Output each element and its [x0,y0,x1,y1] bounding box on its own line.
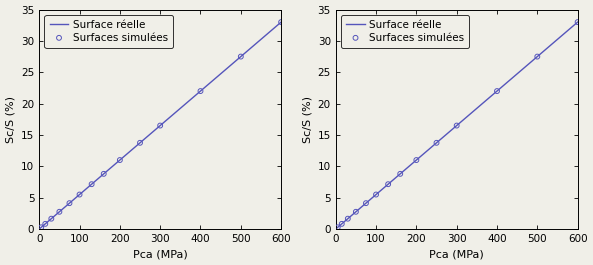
Surfaces simulées [236,55,246,59]
Surfaces simulées [361,201,371,205]
Y-axis label: Sc/S (%): Sc/S (%) [302,96,312,143]
Surfaces simulées [412,158,421,162]
X-axis label: Pca (MPa): Pca (MPa) [133,249,187,259]
Surfaces simulées [333,225,343,229]
Surfaces simulées [351,210,361,214]
Y-axis label: Sc/S (%): Sc/S (%) [5,96,15,143]
Surfaces simulées [533,55,542,59]
Surfaces simulées [65,201,74,205]
Legend: Surface réelle, Surfaces simulées: Surface réelle, Surfaces simulées [341,15,470,48]
Surfaces simulées [337,222,346,226]
Surfaces simulées [135,141,145,145]
X-axis label: Pca (MPa): Pca (MPa) [429,249,484,259]
Surfaces simulées [432,141,441,145]
Surfaces simulées [371,192,381,197]
Surfaces simulées [115,158,125,162]
Surfaces simulées [87,182,97,186]
Surfaces simulées [155,123,165,128]
Surfaces simulées [37,225,46,229]
Surfaces simulées [452,123,461,128]
Surfaces simulées [384,182,393,186]
Surfaces simulées [47,217,56,221]
Surfaces simulées [396,172,405,176]
Surfaces simulées [40,222,50,226]
Surfaces simulées [492,89,502,93]
Surfaces simulées [55,210,64,214]
Surfaces simulées [573,20,582,24]
Surfaces simulées [196,89,205,93]
Surfaces simulées [99,172,109,176]
Surfaces simulées [276,20,286,24]
Surfaces simulées [343,217,353,221]
Surfaces simulées [75,192,84,197]
Legend: Surface réelle, Surfaces simulées: Surface réelle, Surfaces simulées [44,15,173,48]
